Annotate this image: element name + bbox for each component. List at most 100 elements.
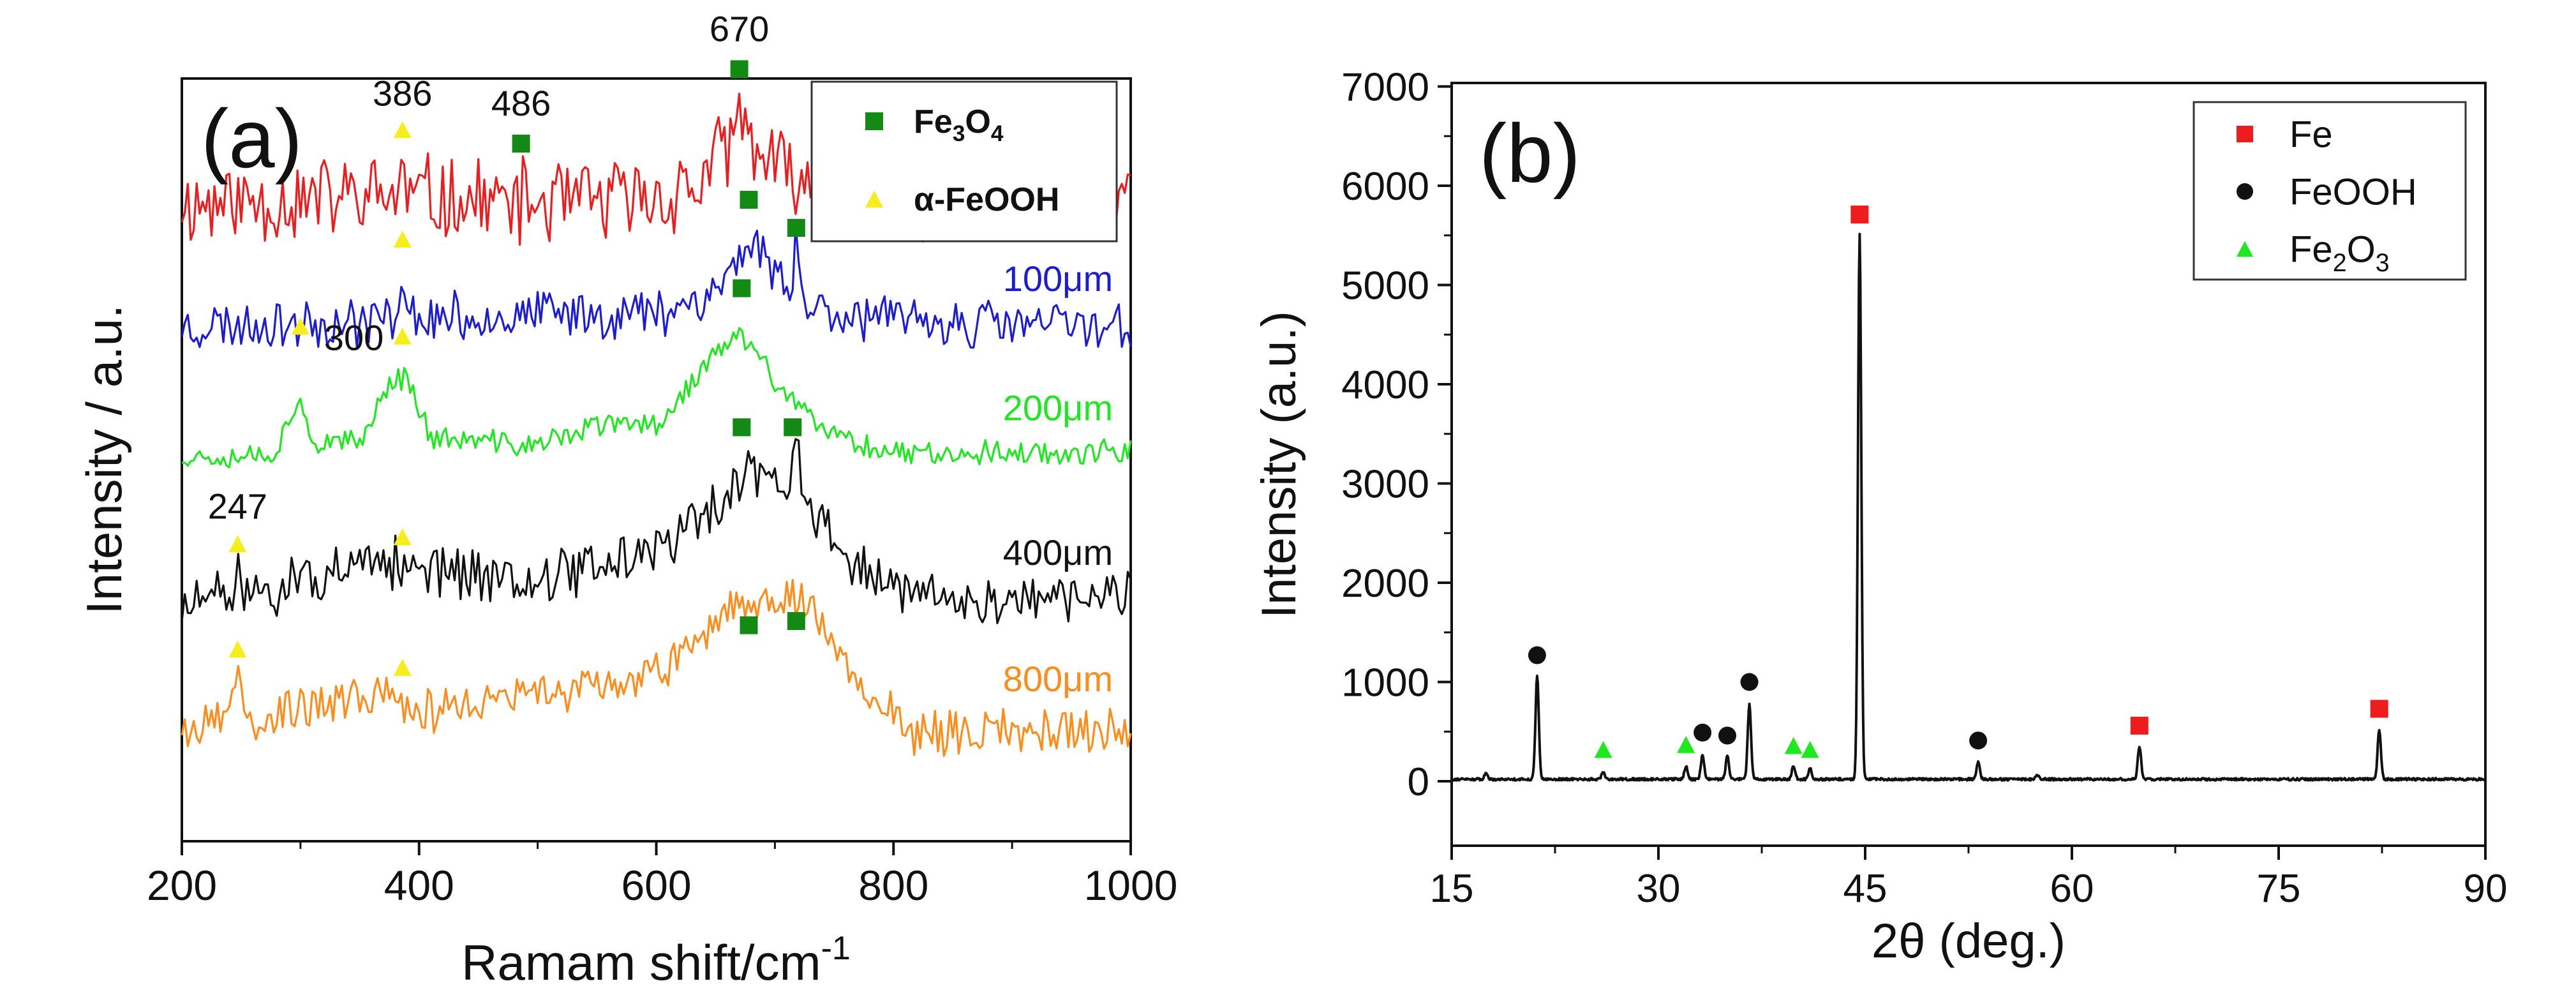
xrd-y-tick-label: 2000	[1341, 562, 1429, 606]
xrd-peak-marker	[1718, 726, 1736, 745]
raman-series-label: 100μm	[1003, 258, 1113, 299]
raman-peak-marker	[393, 121, 412, 139]
xrd-peak-marker	[1694, 723, 1712, 742]
raman-peak-marker	[740, 191, 758, 209]
raman-peak-marker	[512, 135, 530, 153]
xrd-legend-marker	[2237, 183, 2253, 200]
raman-peak-marker	[730, 60, 748, 79]
raman-x-tick-label: 200	[147, 862, 217, 909]
xrd-peak-marker	[1740, 673, 1759, 691]
xrd-peak-marker	[1850, 206, 1869, 224]
raman-legend-label-part: Fe	[914, 103, 953, 140]
xrd-x-tick-label: 90	[2464, 867, 2508, 911]
raman-panel-label: (a)	[201, 92, 302, 185]
xrd-peak-marker	[1677, 736, 1695, 753]
xrd-peak-marker	[1784, 737, 1803, 754]
raman-legend-label-part: 3	[953, 121, 965, 146]
raman-peak-marker	[393, 327, 412, 345]
xrd-chart: 0 1000 2000 3000 4000 5000 6000 7000 15 30 45 60 75…	[1252, 66, 2507, 969]
raman-series-line	[181, 327, 1132, 468]
xrd-legend-label-part: 2	[2333, 249, 2347, 277]
xrd-x-ticks: 15 30 45 60 75 90	[1430, 846, 2508, 911]
raman-chart: 386486670718300247 50μm100μm200μm400μm80…	[76, 8, 1177, 991]
raman-peak-label: 247	[208, 486, 267, 526]
raman-series-line	[181, 223, 1132, 349]
raman-peak-marker	[393, 659, 412, 676]
xrd-y-tick-label: 6000	[1341, 165, 1429, 209]
raman-peak-marker	[291, 317, 309, 335]
raman-x-axis-label-sup: -1	[821, 930, 851, 967]
raman-legend-marker	[865, 112, 883, 130]
xrd-legend-marker	[2237, 241, 2253, 257]
raman-peak-marker	[740, 616, 758, 634]
xrd-peak-markers	[1528, 206, 2388, 758]
xrd-x-tick-label: 45	[1843, 867, 1887, 911]
xrd-peak-marker	[1528, 646, 1546, 664]
raman-peak-label: 486	[491, 83, 551, 123]
xrd-y-tick-label: 7000	[1341, 66, 1429, 110]
raman-legend-label-part: α-FeOOH	[914, 181, 1059, 218]
xrd-y-ticks: 0 1000 2000 3000 4000 5000 6000 7000	[1341, 66, 1452, 804]
raman-x-ticks: 200 400 600 800 1000	[147, 841, 1177, 909]
raman-legend-label: Fe3O4	[914, 103, 1004, 146]
raman-x-tick-label: 1000	[1084, 862, 1178, 909]
raman-legend: Fe3O4 α-FeOOH	[810, 80, 1118, 243]
xrd-legend-label-part: FeOOH	[2289, 171, 2417, 213]
raman-series-label: 400μm	[1003, 532, 1113, 573]
xrd-peak-marker	[1969, 731, 1988, 750]
raman-peak-label: 670	[710, 8, 769, 49]
xrd-legend-label-part: Fe	[2289, 229, 2333, 270]
raman-legend-label-part: 4	[991, 121, 1004, 146]
raman-x-axis-label-text: Ramam shift/cm	[461, 934, 821, 991]
raman-peak-marker	[784, 418, 802, 437]
raman-y-axis-label: Intensity / a.u.	[76, 304, 132, 615]
xrd-x-tick-label: 60	[2050, 867, 2094, 911]
raman-peak-marker	[228, 640, 247, 658]
raman-x-axis-label: Ramam shift/cm-1	[461, 930, 851, 991]
raman-legend-label: α-FeOOH	[914, 181, 1059, 218]
raman-peak-marker	[733, 279, 751, 297]
raman-legend-marker	[865, 190, 883, 208]
raman-peak-marker	[393, 230, 412, 248]
xrd-x-tick-label: 30	[1637, 867, 1681, 911]
xrd-legend-label-part: Fe	[2289, 114, 2333, 155]
xrd-x-tick-label: 75	[2257, 867, 2301, 911]
xrd-legend-marker	[2237, 126, 2253, 142]
xrd-x-axis-label: 2θ (deg.)	[1872, 914, 2066, 968]
xrd-y-axis-label: Intensity (a.u.)	[1252, 311, 1306, 618]
raman-series-label: 200μm	[1003, 387, 1113, 428]
xrd-panel-label: (b)	[1479, 107, 1581, 200]
xrd-peak-marker	[2130, 716, 2148, 735]
xrd-y-tick-label: 5000	[1341, 264, 1429, 308]
raman-peak-marker	[393, 528, 412, 546]
xrd-y-tick-label: 3000	[1341, 463, 1429, 507]
raman-x-tick-label: 400	[384, 862, 454, 909]
xrd-legend-label: FeOOH	[2289, 171, 2417, 213]
xrd-y-tick-label: 4000	[1341, 363, 1429, 407]
xrd-legend-label: Fe	[2289, 114, 2333, 155]
xrd-x-tick-label: 15	[1430, 867, 1474, 911]
raman-peak-marker	[733, 418, 751, 437]
xrd-series-group	[1450, 232, 2487, 782]
xrd-legend-label-part: O	[2347, 229, 2376, 270]
xrd-legend-label-part: 3	[2376, 249, 2390, 277]
raman-series-label: 800μm	[1003, 659, 1113, 699]
raman-series-line	[181, 579, 1132, 757]
raman-x-tick-label: 600	[621, 862, 691, 909]
raman-peak-marker	[787, 219, 805, 237]
xrd-legend-label: Fe2O3	[2289, 229, 2390, 277]
xrd-peak-marker	[1801, 740, 1819, 758]
xrd-series-line	[1450, 232, 2487, 782]
xrd-peak-marker	[1594, 740, 1612, 758]
xrd-peak-marker	[2370, 700, 2388, 718]
raman-series-line	[181, 438, 1132, 624]
raman-peak-marker	[787, 612, 805, 630]
raman-peak-marker	[228, 535, 247, 553]
raman-peak-label: 386	[373, 73, 432, 114]
raman-peak-label: 300	[324, 317, 383, 357]
raman-peak-markers	[228, 60, 805, 676]
raman-legend-box	[810, 80, 1118, 243]
raman-x-tick-label: 800	[858, 862, 928, 909]
